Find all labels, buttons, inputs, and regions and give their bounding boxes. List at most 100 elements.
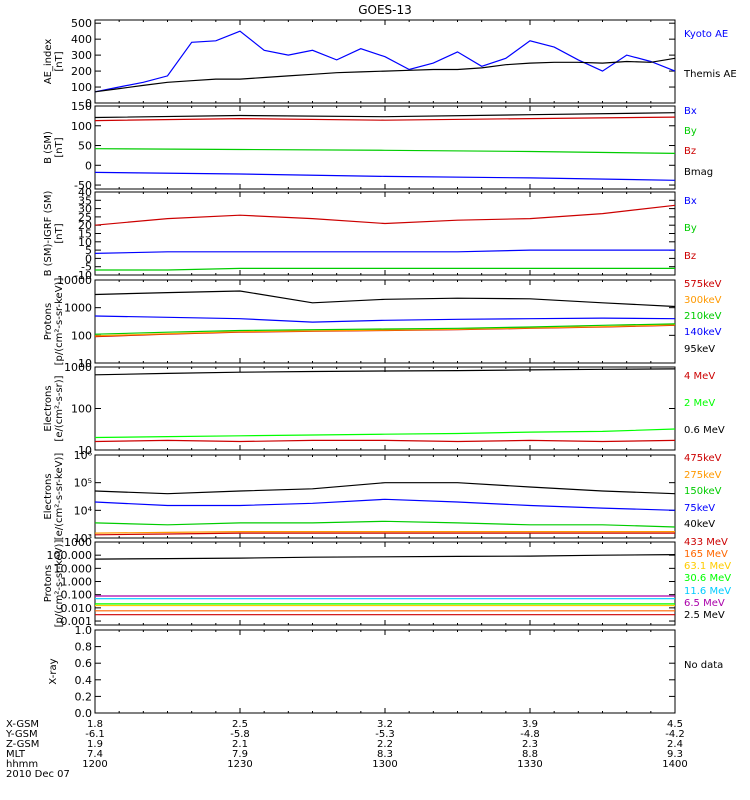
y-tick-label: 100 xyxy=(71,403,92,416)
y-tick-label: 150 xyxy=(71,100,92,113)
orbit-value: -6.1 xyxy=(85,729,105,740)
orbit-value: 2.5 xyxy=(232,719,248,730)
series-line xyxy=(94,482,676,495)
y-axis-label: [e/(cm²-s-sr-keV)] xyxy=(54,453,65,541)
y-tick-label: 35 xyxy=(78,194,92,207)
legend-entry: 11.6 MeV xyxy=(684,586,731,597)
y-tick-label: 10000 xyxy=(57,274,92,287)
panel-6: 10³ 10⁴ 10⁵ 10⁶ Electrons [e/(cm²-s-sr-keV)] 4… xyxy=(43,449,722,545)
y-tick-label: 1000 xyxy=(64,361,92,374)
panel-frame xyxy=(94,191,676,276)
y-tick-label: 25 xyxy=(78,211,92,224)
y-tick-label: 0 xyxy=(85,252,92,265)
orbit-value: 7.4 xyxy=(87,749,103,760)
legend-entry: Bx xyxy=(684,196,697,207)
legend-entry: 6.5 MeV xyxy=(684,598,725,609)
series-line xyxy=(94,439,676,443)
y-tick-label: 1.0 xyxy=(75,624,93,637)
series-line xyxy=(94,116,676,122)
y-tick-label: 30 xyxy=(78,203,92,216)
y-tick-label: 200 xyxy=(71,65,92,78)
series-line xyxy=(94,428,676,439)
y-axis-label: [nT] xyxy=(54,137,65,157)
legend-entry: Themis AE xyxy=(683,69,737,80)
chart-title: GOES-13 xyxy=(358,3,412,17)
series-line xyxy=(94,323,676,335)
legend-entry: 30.6 MeV xyxy=(684,573,731,584)
orbit-table: X-GSM 1.8 2.5 3.2 3.9 4.5 Y-GSM -6.1 -5.8 -5.3 -4.… xyxy=(5,719,688,780)
y-tick-label: 10⁴ xyxy=(74,504,93,517)
y-axis-label: Electrons xyxy=(43,385,54,431)
y-tick-label: 0.0 xyxy=(75,707,93,720)
legend-entry: 40keV xyxy=(684,519,715,530)
legend-entry: 575keV xyxy=(684,279,722,290)
orbit-value: 7.9 xyxy=(232,749,248,760)
legend-entry: Bz xyxy=(684,146,696,157)
y-tick-label: 500 xyxy=(71,17,92,30)
orbit-value: 2.4 xyxy=(667,739,683,750)
y-tick-label: 20 xyxy=(78,219,92,232)
series-line xyxy=(94,315,676,323)
y-tick-label: 0.010 xyxy=(61,602,93,615)
orbit-value: 3.2 xyxy=(377,719,393,730)
y-tick-label: 0 xyxy=(85,97,92,110)
orbit-value: 1.8 xyxy=(87,719,103,730)
series-line xyxy=(94,520,676,528)
legend-entry: Bx xyxy=(684,106,697,117)
orbit-value: -5.3 xyxy=(375,729,395,740)
orbit-value: 2.2 xyxy=(377,739,393,750)
orbit-row-label: X-GSM xyxy=(6,719,39,730)
orbit-value: 1200 xyxy=(82,759,107,770)
y-tick-label: -50 xyxy=(74,179,92,192)
orbit-value: 2.3 xyxy=(522,739,538,750)
series-line xyxy=(94,171,676,181)
y-axis-label: B (SM)-IGRF (SM) xyxy=(43,191,54,277)
orbit-value: 1330 xyxy=(517,759,542,770)
orbit-value: -4.8 xyxy=(520,729,540,740)
legend-entry: By xyxy=(684,126,697,137)
y-tick-label: 10³ xyxy=(74,532,92,545)
legend-entry: 475keV xyxy=(684,453,722,464)
y-tick-label: 100 xyxy=(71,329,92,342)
legend-entry: 150keV xyxy=(684,486,722,497)
y-axis-label: Protons xyxy=(43,303,54,340)
y-tick-label: 0.100 xyxy=(61,589,93,602)
y-tick-label: 40 xyxy=(78,186,92,199)
legend-entry: 300keV xyxy=(684,295,722,306)
no-data-label: No data xyxy=(684,660,723,671)
orbit-value: 2.1 xyxy=(232,739,248,750)
y-tick-label: 0 xyxy=(85,159,92,172)
series-line xyxy=(94,57,676,93)
legend-entry: Bmag xyxy=(684,167,713,178)
orbit-value: -5.8 xyxy=(230,729,250,740)
y-tick-label: 1000 xyxy=(64,536,92,549)
orbit-row-label: MLT xyxy=(6,749,26,760)
series-line xyxy=(95,267,675,271)
series-line xyxy=(94,112,676,119)
series-line xyxy=(94,498,676,511)
y-tick-label: 10 xyxy=(78,444,92,457)
panel-frame xyxy=(94,629,676,714)
y-tick-label: 0.6 xyxy=(75,657,93,670)
orbit-value: 8.8 xyxy=(522,749,538,760)
series-line xyxy=(94,324,676,337)
y-axis-label: AE_index xyxy=(43,39,54,85)
y-axis-label: [nT] xyxy=(54,51,65,71)
y-tick-label: 1.000 xyxy=(61,576,93,589)
y-tick-label: 50 xyxy=(78,140,92,153)
panel-1: 0 100 200 300 400 500 AE_index [nT] Kyoto AE Them… xyxy=(43,17,737,110)
orbit-value: 4.5 xyxy=(667,719,683,730)
series-line xyxy=(94,148,676,154)
panel-frame xyxy=(94,454,676,539)
orbit-value: 9.3 xyxy=(667,749,683,760)
y-tick-label: 0.4 xyxy=(75,674,93,687)
orbit-row-label: Y-GSM xyxy=(5,729,38,740)
series-line xyxy=(94,532,675,536)
panel-frame xyxy=(94,366,676,451)
y-axis-label: [nT] xyxy=(54,223,65,243)
legend-entry: Bz xyxy=(684,251,696,262)
y-tick-label: 10 xyxy=(78,236,92,249)
y-tick-label: 300 xyxy=(71,49,92,62)
